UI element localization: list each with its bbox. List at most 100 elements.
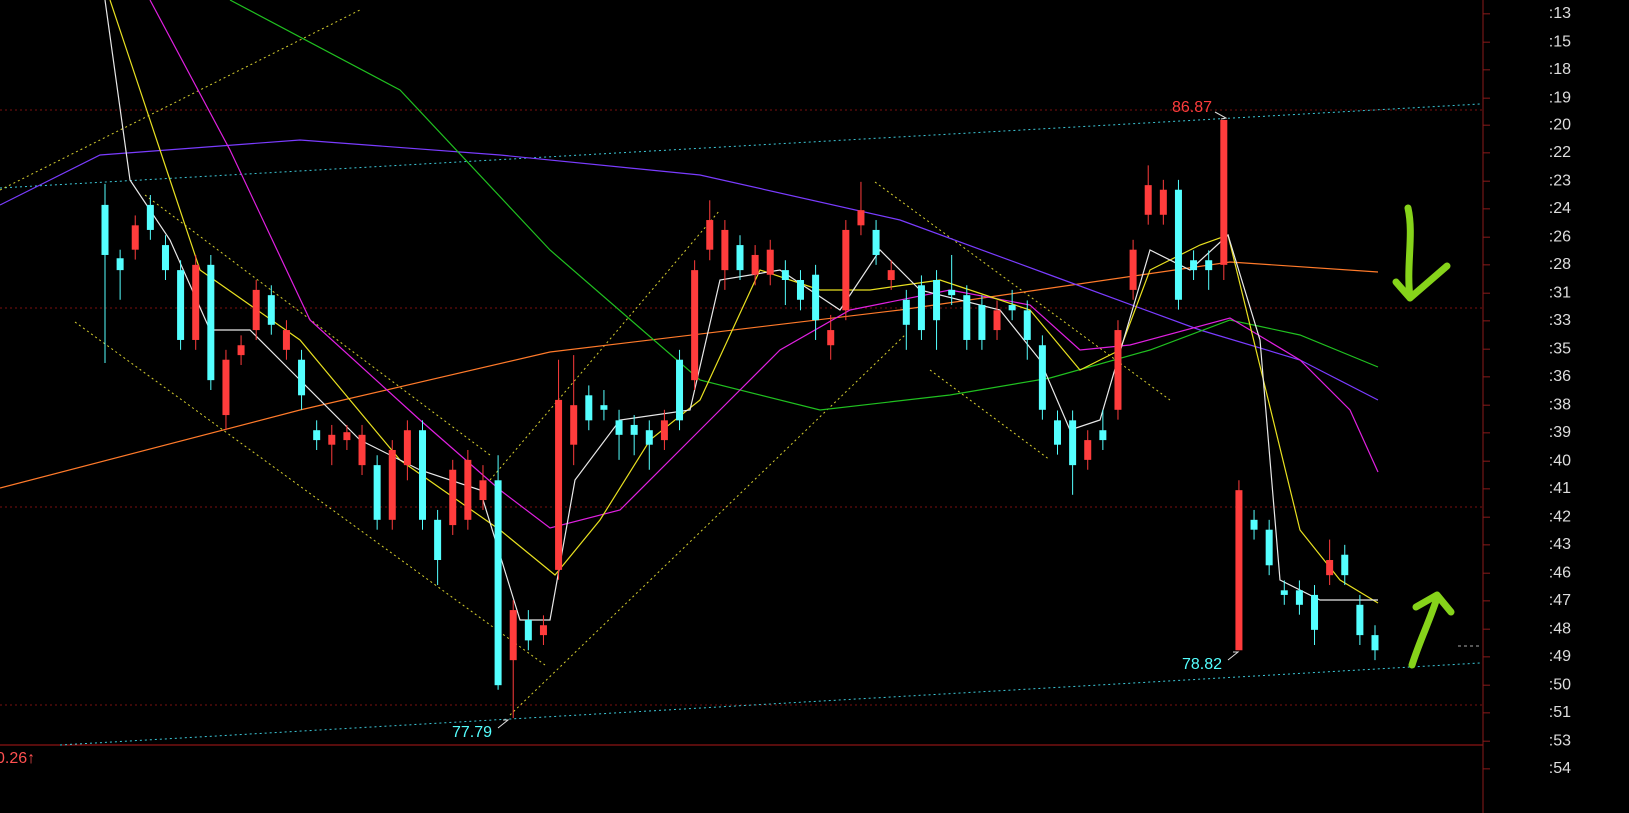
candle-body xyxy=(1114,330,1122,410)
candle-body xyxy=(252,289,260,331)
candle-body xyxy=(842,229,850,311)
candles xyxy=(101,119,1379,719)
candle-body xyxy=(1084,440,1092,460)
candle-body xyxy=(570,405,578,445)
candle-body xyxy=(192,264,200,340)
candle-body xyxy=(358,434,366,466)
candle-body xyxy=(1069,420,1077,466)
candle-body xyxy=(449,469,457,526)
y-tick-label: :28 xyxy=(1549,256,1571,273)
candle-body xyxy=(1326,560,1334,576)
candle-body xyxy=(328,434,336,445)
y-tick-label: :15 xyxy=(1549,33,1571,50)
candle-body xyxy=(1205,260,1213,271)
candle-body xyxy=(1265,529,1273,566)
y-tick-label: :42 xyxy=(1549,508,1571,525)
candle-body xyxy=(887,270,895,281)
trend-line xyxy=(489,209,721,481)
hand-arrows xyxy=(1392,204,1455,669)
trend-line xyxy=(144,194,491,456)
candle-body xyxy=(796,280,804,300)
candle-body xyxy=(721,229,729,271)
candle-body xyxy=(1144,185,1152,215)
y-tick-label: :48 xyxy=(1549,620,1571,637)
candle-body xyxy=(434,519,442,561)
candle-body xyxy=(343,432,351,441)
candle-body xyxy=(933,280,941,321)
candle-body xyxy=(736,245,744,271)
candle-body xyxy=(691,270,699,381)
candle-body xyxy=(948,289,956,296)
candle-body xyxy=(872,229,880,255)
y-tick-label: :19 xyxy=(1549,89,1571,106)
candle-body xyxy=(555,399,563,570)
low-label: 77.79 xyxy=(452,724,492,741)
y-tick-label: :35 xyxy=(1549,340,1571,357)
candle-body xyxy=(464,459,472,520)
candle-body xyxy=(978,305,986,340)
y-tick-label: :18 xyxy=(1549,61,1571,78)
candle-body xyxy=(660,420,668,441)
channel-line xyxy=(59,662,1481,746)
candle-body xyxy=(1280,590,1288,595)
candle-body xyxy=(1099,430,1107,441)
candle-body xyxy=(388,449,396,520)
candle-body xyxy=(615,420,623,435)
candle-body xyxy=(237,345,245,356)
candle-body xyxy=(146,204,154,230)
candle-body xyxy=(1038,345,1046,410)
channel-line xyxy=(0,103,1481,189)
y-tick-label: :53 xyxy=(1549,732,1571,749)
low-label: 78.82 xyxy=(1182,656,1222,673)
candle-body xyxy=(902,299,910,325)
trend-line xyxy=(509,334,906,716)
candle-body xyxy=(645,430,653,445)
candle-body xyxy=(1008,305,1016,311)
candle-body xyxy=(766,249,774,275)
candle-body xyxy=(1311,594,1319,630)
y-tick-label: :31 xyxy=(1549,284,1571,301)
ma-line xyxy=(149,0,1379,529)
candle-body xyxy=(267,295,275,325)
y-tick-label: :46 xyxy=(1549,564,1571,581)
candle-body xyxy=(1159,189,1167,215)
candle-body xyxy=(630,424,638,435)
label-pointer xyxy=(1227,651,1240,661)
candle-body xyxy=(827,330,835,346)
candle-body xyxy=(539,625,547,636)
trend-line xyxy=(929,369,1051,461)
candle-body xyxy=(857,210,865,226)
arrow-up xyxy=(1408,594,1441,669)
candle-body xyxy=(781,270,789,281)
ma-line xyxy=(229,0,1379,411)
y-tick-label: :51 xyxy=(1549,704,1571,721)
candle-body xyxy=(101,204,109,255)
candle-body xyxy=(116,258,124,271)
candle-body xyxy=(1235,490,1243,651)
candle-body xyxy=(1295,590,1303,605)
candle-body xyxy=(509,610,517,661)
candle-body xyxy=(479,480,487,501)
candle-body xyxy=(1174,189,1182,300)
candle-body xyxy=(298,359,306,396)
y-tick-label: :41 xyxy=(1549,480,1571,497)
candle-body xyxy=(403,430,411,466)
candle-body xyxy=(282,330,290,350)
candle-body xyxy=(585,395,593,421)
candle-body xyxy=(1190,260,1198,271)
high-label: 86.87 xyxy=(1172,99,1212,116)
candle-body xyxy=(963,295,971,340)
y-tick-label: :20 xyxy=(1549,116,1571,133)
y-tick-label: :50 xyxy=(1549,676,1571,693)
y-tick-label: :33 xyxy=(1549,312,1571,329)
ma-line xyxy=(0,139,1379,401)
y-tick-label: :49 xyxy=(1549,648,1571,665)
candle-body xyxy=(1023,310,1031,340)
candle-body xyxy=(131,225,139,250)
y-tick-label: :23 xyxy=(1549,172,1571,189)
candle-body xyxy=(313,430,321,441)
arrow-head xyxy=(1412,591,1455,616)
trend-line xyxy=(74,321,546,666)
label-pointer xyxy=(1214,111,1228,120)
